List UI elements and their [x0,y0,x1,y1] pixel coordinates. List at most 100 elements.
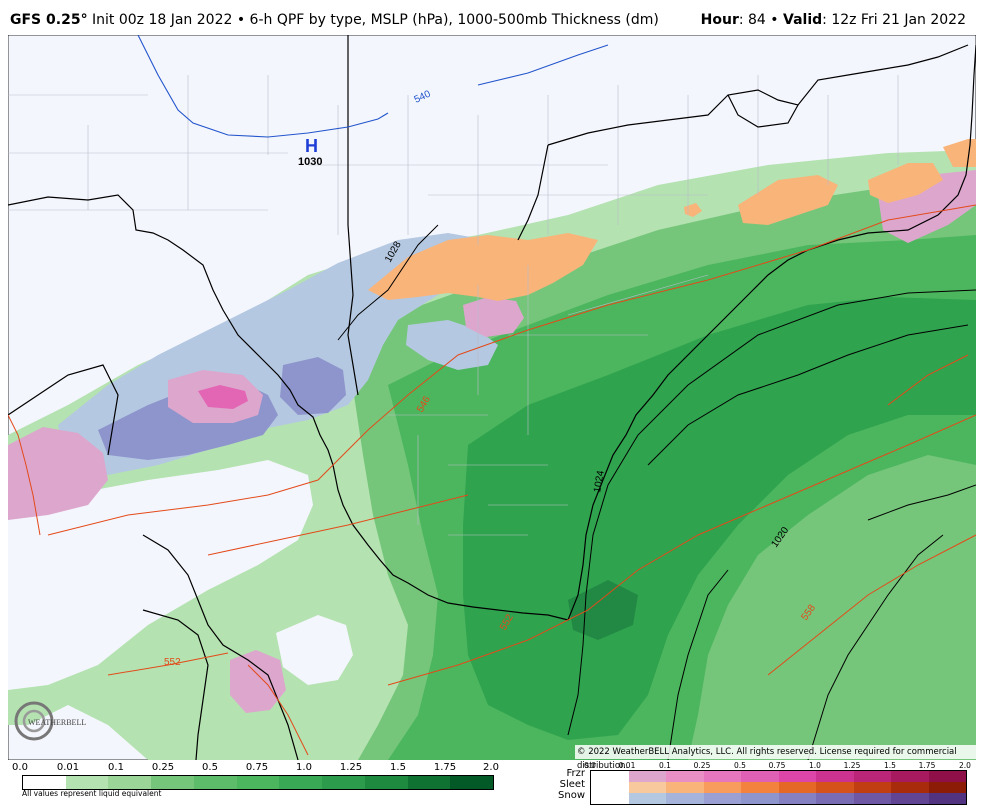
high-pressure-value: 1030 [298,156,322,168]
ptype-color-cell [853,771,891,782]
ptype-color-cell [816,793,854,804]
sleet-area-east-2 [868,163,943,203]
init-description: Init 00z 18 Jan 2022 • 6-h QPF by type, … [87,12,659,28]
qpf-legend: 0.0 0.01 0.1 0.25 0.5 0.75 1.0 1.25 1.5 … [8,760,499,806]
ptype-color-cell [778,793,816,804]
ptype-tick: 0.75 [768,761,786,770]
qpf-tick: 0.0 [12,762,28,773]
qpf-color-cell [65,776,109,789]
snow-label: Snow [558,790,585,801]
qpf-tick: 0.01 [56,762,80,773]
ptype-color-cell [891,793,929,804]
forecast-map[interactable]: H 1030 1028 1024 1020 540 546 552 552 55… [8,35,976,760]
precip-type-legend: 0.0 0.01 0.1 0.25 0.5 0.75 1.0 1.25 1.5 … [555,760,975,806]
ptype-row-sleet [591,782,966,793]
ptype-tick: 2.0 [959,761,971,770]
ptype-tick: 0.25 [693,761,711,770]
liquid-equivalent-note: All values represent liquid equivalent [22,789,162,798]
ptype-color-cell [741,793,779,804]
ptype-color-cell [666,793,704,804]
qpf-color-cell [322,776,365,789]
valid-time: Hour: 84 • Valid: 12z Fri 21 Jan 2022 [701,12,966,28]
qpf-color-cell [236,776,280,789]
qpf-tick: 1.0 [296,762,312,773]
ptype-color-cell [928,793,966,804]
ptype-color-cell [591,782,629,793]
thickness-label-552-west: 552 [164,657,181,668]
qpf-color-cell [151,776,194,789]
ptype-color-bars [590,770,967,805]
weatherbell-logo: WEATHERBELL [14,701,86,741]
ptype-color-cell [703,782,741,793]
sleet-label: Sleet [559,779,585,790]
frzr-area-south [230,650,286,713]
ptype-color-cell [628,793,666,804]
ptype-color-cell [628,771,666,782]
qpf-tick: 0.5 [202,762,218,773]
county-lines [8,75,899,536]
high-pressure-symbol: H [305,136,318,156]
ptype-color-cell [741,782,779,793]
qpf-color-cell [364,776,408,789]
no-precip-gap [8,460,313,690]
snow-light-area-2 [406,320,498,370]
ptype-tick: 0.5 [734,761,746,770]
no-precip-gap-2 [276,615,353,685]
sleet-area-east [738,175,838,225]
qpf-color-cell [279,776,323,789]
ptype-color-cell [816,782,854,793]
qpf-color-bar [22,775,494,790]
ptype-tick: 0.1 [659,761,671,770]
qpf-color-cell [23,776,66,789]
ptype-color-cell [928,771,966,782]
copyright-notice: © 2022 WeatherBELL Analytics, LLC. All r… [575,745,977,771]
valid-value: : 12z Fri 21 Jan 2022 [822,12,966,28]
thickness-line-blue [137,35,389,138]
ptype-color-cell [703,771,741,782]
thickness-line-blue-2 [477,44,609,86]
ptype-color-cell [591,793,629,804]
ptype-row-snow [591,793,966,804]
qpf-tick: 1.25 [339,762,363,773]
state-borders [8,35,976,760]
qpf-tick: 0.1 [108,762,124,773]
ptype-color-cell [628,782,666,793]
ptype-color-cell [853,793,891,804]
ptype-color-cell [741,771,779,782]
snow-medium-area-2 [280,357,346,415]
qpf-tick: 1.5 [390,762,406,773]
ptype-tick: 1.75 [918,761,936,770]
isobars [337,224,976,760]
frzr-core [198,385,248,409]
ptype-color-cell [703,793,741,804]
degree-symbol: ° [80,12,88,28]
qpf-color-cell [450,776,494,789]
ptype-tick: 1.25 [843,761,861,770]
ptype-tick: 0.0 [584,761,596,770]
ptype-color-cell [666,782,704,793]
ptype-color-cell [778,782,816,793]
ptype-tick: 1.5 [884,761,896,770]
model-name: GFS 0.25 [10,12,81,28]
ptype-color-cell [816,771,854,782]
hour-value: : 84 • [738,12,779,28]
ptype-tick: 1.0 [809,761,821,770]
ptype-row-frzr [591,771,966,782]
qpf-color-cell [407,776,451,789]
ptype-color-cell [591,771,629,782]
sleet-spot [684,203,702,217]
qpf-tick: 2.0 [483,762,499,773]
hour-label: Hour [700,12,739,28]
sleet-area-central [368,233,598,301]
valid-label: Valid [783,12,823,28]
frzr-label: Frzr [566,768,586,779]
logo-text: WEATHERBELL [28,718,86,727]
qpf-tick: 0.75 [245,762,269,773]
ptype-color-cell [891,782,929,793]
ptype-color-cell [666,771,704,782]
qpf-color-cell [108,776,152,789]
qpf-color-cell [193,776,237,789]
qpf-tick: 1.75 [433,762,457,773]
qpf-tick: 0.25 [151,762,175,773]
map-title: GFS 0.25° Init 00z 18 Jan 2022 • 6-h QPF… [10,12,659,28]
